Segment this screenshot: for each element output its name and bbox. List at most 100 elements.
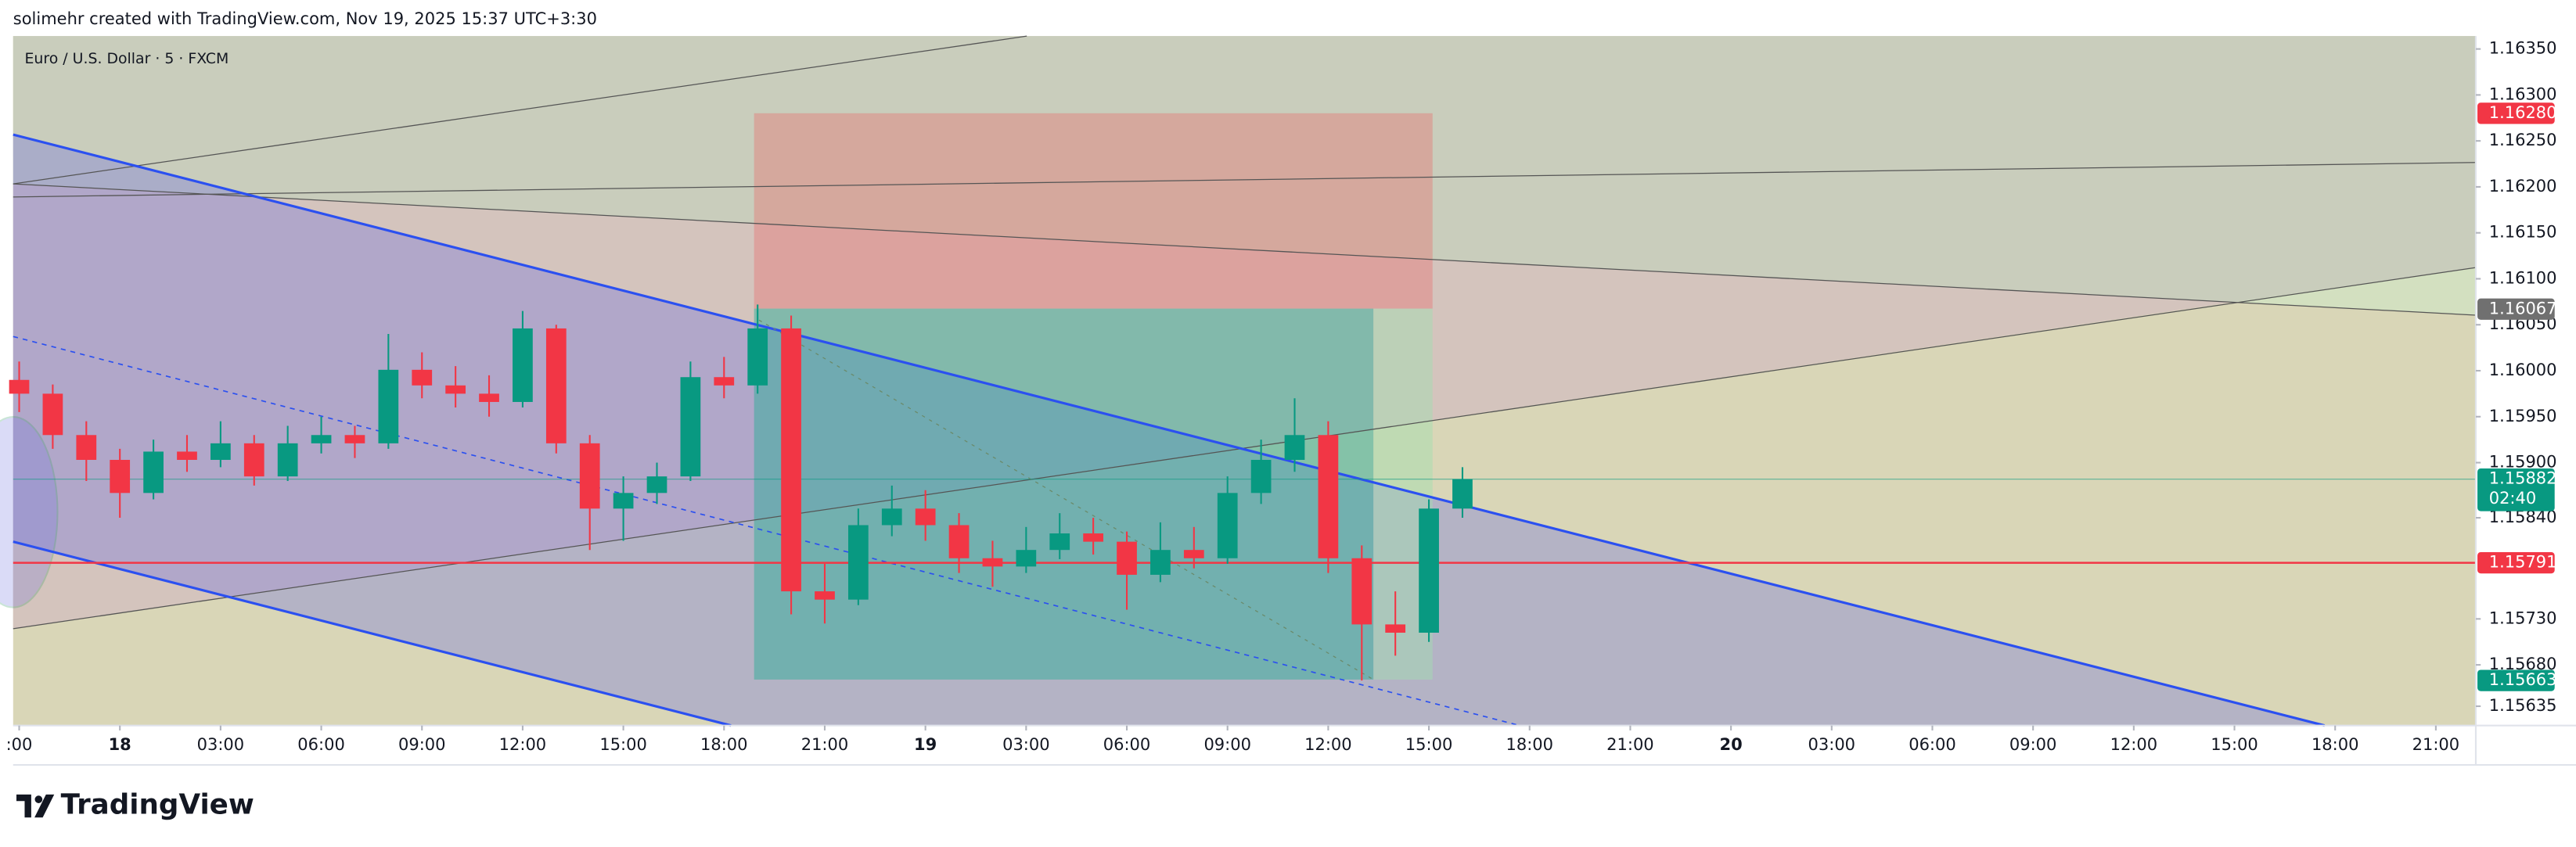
x-tick-label: 21:00: [2412, 735, 2459, 754]
plot: [9, 304, 2476, 681]
price-badge-label: 1.15882: [2489, 469, 2557, 488]
x-tick-label: 20: [1720, 735, 1743, 754]
x-tick-label: 09:00: [2009, 735, 2056, 754]
candle-body: [1049, 533, 1070, 551]
candle-body: [847, 525, 869, 600]
logo: TradingView: [16, 789, 254, 821]
candle-body: [948, 525, 970, 558]
candle-body: [243, 443, 264, 477]
candle-body: [1419, 508, 1439, 633]
candle-body: [177, 451, 197, 461]
candle-body: [76, 435, 97, 461]
y-tick-label: 1.15680: [2489, 655, 2557, 673]
price-badge-label: 1.15663: [2489, 670, 2557, 689]
candle-body: [982, 558, 1003, 567]
candle-body: [9, 379, 30, 394]
y-tick-label: 1.15730: [2489, 608, 2557, 627]
y-tick-label: 1.15900: [2489, 453, 2557, 472]
x-tick-label: 12:00: [499, 735, 546, 754]
x-tick-label: 06:00: [1103, 735, 1150, 754]
y-tick-label: 1.16350: [2489, 39, 2557, 58]
y-tick-label: 1.15840: [2489, 508, 2557, 526]
price-badge-label: 1.16067: [2489, 299, 2557, 318]
candle-body: [1284, 435, 1305, 461]
price-badge: [2477, 102, 2555, 124]
price-badge: [2477, 669, 2555, 691]
candle-body: [513, 328, 533, 402]
candle-body: [143, 451, 164, 493]
x-tick-label: 19: [914, 735, 937, 754]
candle-body: [210, 443, 231, 461]
header: solimehr created with TradingView.com, N…: [13, 9, 597, 28]
candle-body: [1452, 479, 1473, 509]
y-tick-label: 1.16300: [2489, 84, 2557, 103]
candle-body: [1250, 460, 1272, 493]
candle-body: [412, 369, 433, 386]
x-tick-label: 18: [109, 735, 131, 754]
y-tick-label: 1.15950: [2489, 407, 2557, 425]
price-badge: [2477, 298, 2555, 320]
candle-body: [378, 369, 399, 443]
candle-body: [1083, 533, 1103, 542]
symbol-legend: Euro / U.S. Dollar · 5 · FXCM: [24, 50, 228, 67]
candle-body: [747, 328, 768, 386]
countdown: 02:40: [2489, 489, 2536, 508]
candle-body: [1150, 550, 1171, 575]
x-tick-label: 15:00: [1405, 735, 1452, 754]
y-tick-label: 1.16000: [2489, 361, 2557, 379]
candle-body: [545, 328, 567, 443]
y-tick-label: 1.16150: [2489, 223, 2557, 242]
price-badge: [2477, 552, 2555, 574]
candle-body: [714, 377, 735, 386]
candle-body: [680, 377, 701, 477]
x-tick-label: 12:00: [1304, 735, 1351, 754]
x-tick-label: 18:00: [1506, 735, 1553, 754]
candle-body: [445, 385, 466, 394]
x-tick-label: 12:00: [2110, 735, 2157, 754]
candle-body: [1117, 541, 1137, 575]
x-tick-label: :00: [6, 735, 33, 754]
x-tick-label: 06:00: [297, 735, 344, 754]
candle-body: [1385, 624, 1406, 633]
candle-body: [781, 328, 801, 592]
x-tick-label: 15:00: [599, 735, 646, 754]
x-tick-label: 15:00: [2211, 735, 2258, 754]
axes: 1.16350 1.16300 1.16250 1.16200 1.16150 1.161…: [6, 39, 2557, 754]
y-tick-label: 1.16100: [2489, 268, 2557, 287]
x-tick-label: 18:00: [700, 735, 747, 754]
candle-body: [1351, 558, 1373, 625]
candle-body: [1016, 550, 1037, 567]
x-tick-label: 18:00: [2312, 735, 2358, 754]
candle-body: [1318, 435, 1339, 558]
x-tick-label: 06:00: [1909, 735, 1955, 754]
background: [0, 36, 2476, 726]
candle-body: [915, 508, 936, 526]
x-tick-label: 03:00: [1002, 735, 1049, 754]
candle-body: [344, 435, 365, 443]
price-axis: [2475, 36, 2576, 726]
candle-body: [42, 393, 63, 436]
candle-body: [579, 443, 600, 509]
price-badge: [2477, 468, 2555, 511]
x-tick-label: 21:00: [1606, 735, 1653, 754]
candle-body: [815, 591, 835, 600]
candle-body: [479, 393, 499, 402]
candle-body: [1183, 550, 1204, 558]
candle-body: [1217, 493, 1238, 558]
x-tick-label: 09:00: [1203, 735, 1250, 754]
candle-body: [277, 443, 298, 477]
price-badge-label: 1.16280: [2489, 103, 2557, 122]
x-tick-label: 03:00: [1808, 735, 1855, 754]
price-badge-label: 1.15791: [2489, 553, 2557, 572]
x-tick-label: 03:00: [197, 735, 244, 754]
candle-body: [646, 476, 667, 493]
candle-body: [311, 435, 332, 443]
brand: TradingView: [61, 789, 254, 821]
y-tick-label: 1.16250: [2489, 131, 2557, 149]
y-tick-label: 1.15635: [2489, 696, 2557, 715]
drawings: [13, 35, 2477, 727]
x-tick-label: 21:00: [801, 735, 848, 754]
candle-body: [110, 460, 131, 493]
candle-body: [881, 508, 902, 526]
